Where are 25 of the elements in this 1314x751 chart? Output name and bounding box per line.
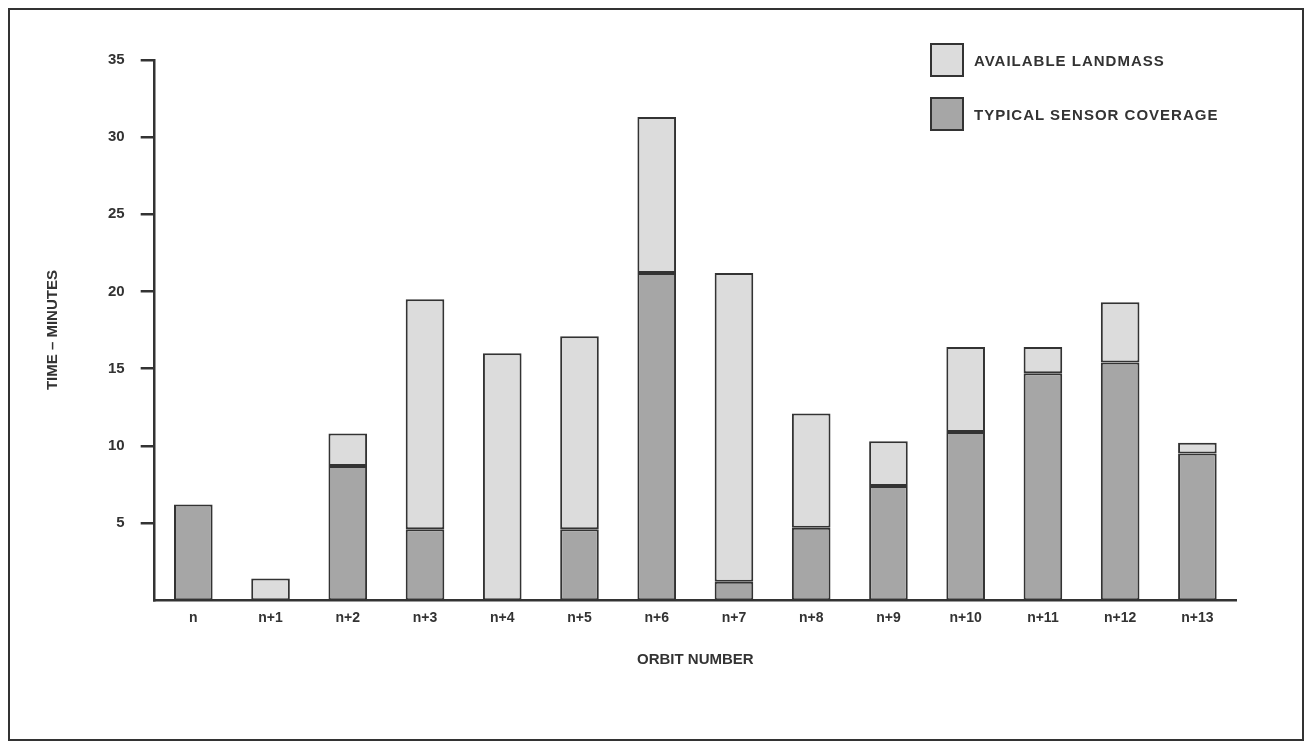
x-tick-label: n+10: [949, 609, 983, 626]
x-tick-label: n+2: [335, 609, 361, 626]
y-tick-label: 30: [108, 127, 125, 145]
x-tick-label: n+7: [721, 609, 747, 626]
x-tick-label: n+1: [258, 609, 284, 626]
x-tick-label: n+9: [876, 609, 901, 626]
x-tick-label: n+12: [1103, 609, 1137, 626]
legend-label: AVAILABLE LANDMASS: [974, 51, 1165, 69]
y-tick-label: 15: [108, 358, 125, 376]
x-tick-label: n+4: [489, 609, 515, 626]
legend-label: TYPICAL SENSOR COVERAGE: [974, 105, 1219, 123]
y-axis-title: TIME – MINUTES: [43, 270, 61, 391]
y-tick-label: 20: [108, 281, 125, 299]
x-tick-label: n+13: [1181, 609, 1214, 626]
y-tick-label: 25: [108, 204, 125, 222]
x-tick-label: n+6: [644, 609, 670, 626]
y-tick-label: 10: [108, 436, 125, 453]
x-tick-label: n+5: [567, 609, 592, 626]
x-tick-label: n+3: [412, 609, 438, 626]
y-tick-label: 5: [116, 513, 125, 531]
y-tick-label: 35: [108, 50, 125, 68]
x-tick-label: n: [189, 609, 198, 626]
x-axis-title: ORBIT NUMBER: [637, 650, 754, 668]
x-tick-label: n+8: [798, 609, 824, 626]
x-tick-label: n+11: [1027, 609, 1059, 626]
